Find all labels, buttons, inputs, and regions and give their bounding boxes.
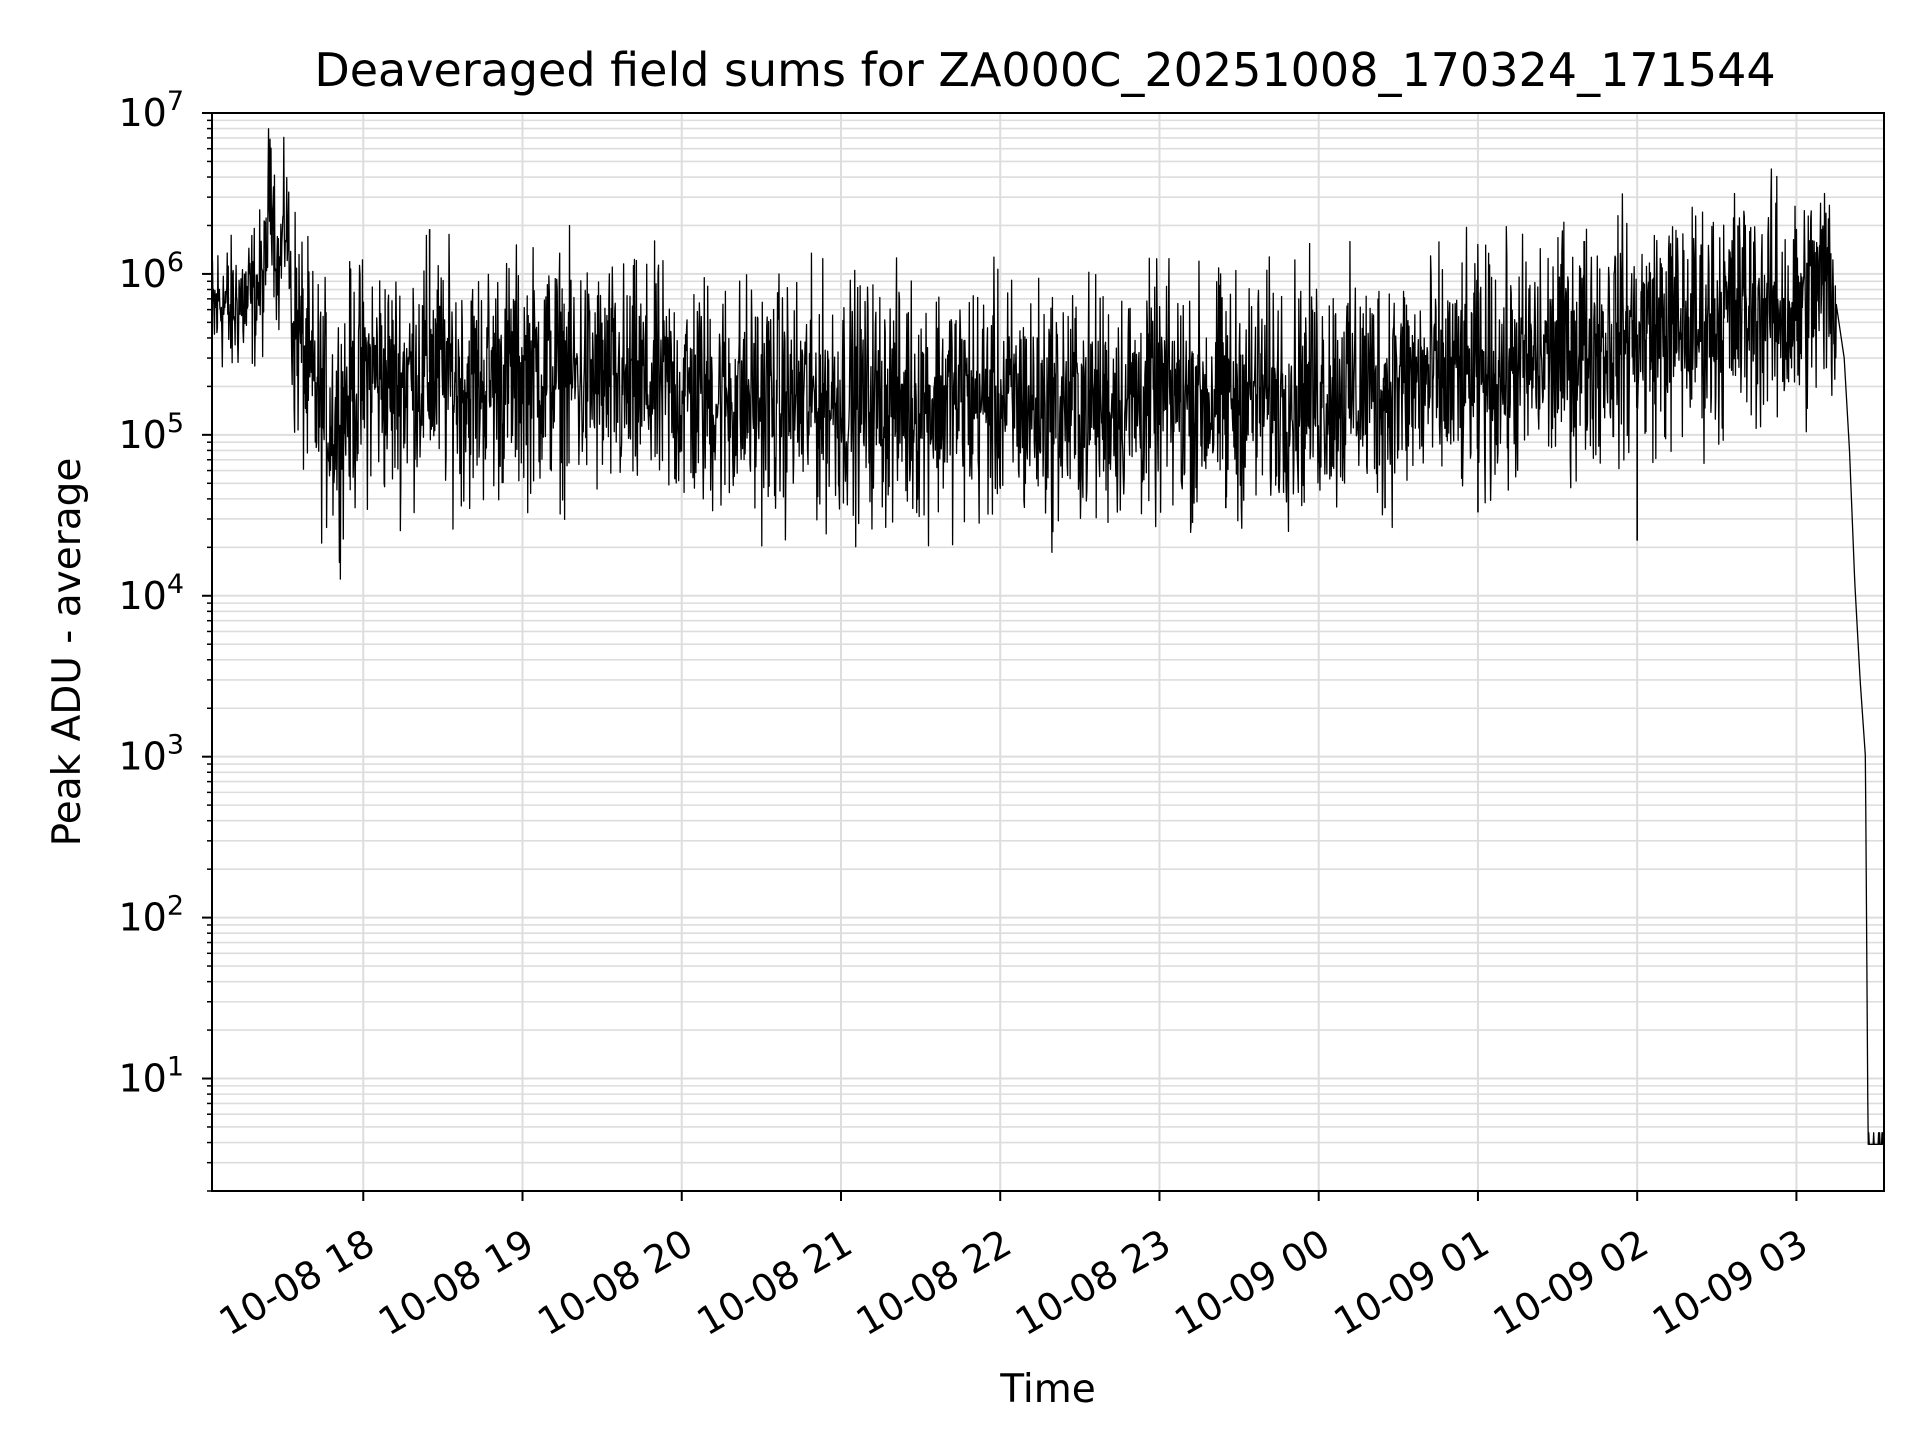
y-tick-label: 107 bbox=[118, 86, 184, 135]
grid-lines bbox=[212, 112, 1884, 1192]
y-tick-base: 10 bbox=[118, 1057, 166, 1101]
y-tick-label: 103 bbox=[118, 730, 184, 779]
y-tick-base: 10 bbox=[118, 252, 166, 296]
series-line bbox=[211, 128, 1885, 1145]
y-tick-base: 10 bbox=[118, 574, 166, 618]
chart-title: Deaveraged field sums for ZA000C_2025100… bbox=[314, 43, 1775, 97]
y-tick-base: 10 bbox=[118, 91, 166, 135]
y-tick-label: 104 bbox=[118, 569, 184, 618]
x-axis-label: Time bbox=[999, 1367, 1095, 1412]
y-tick-label: 105 bbox=[118, 408, 184, 457]
y-tick-base: 10 bbox=[118, 735, 166, 779]
y-tick-exponent: 3 bbox=[167, 730, 184, 761]
y-tick-label: 106 bbox=[118, 247, 184, 296]
y-tick-base: 10 bbox=[118, 413, 166, 457]
y-tick-base: 10 bbox=[118, 896, 166, 940]
y-tick-label: 101 bbox=[118, 1052, 184, 1101]
y-tick-exponent: 5 bbox=[167, 408, 184, 439]
y-tick-exponent: 2 bbox=[167, 891, 184, 922]
y-tick-exponent: 1 bbox=[167, 1052, 184, 1083]
y-tick-label: 102 bbox=[118, 891, 184, 940]
plot-frame bbox=[211, 112, 1885, 1192]
y-tick-exponent: 6 bbox=[167, 247, 184, 278]
y-tick-exponent: 4 bbox=[167, 569, 184, 600]
y-axis-label: Peak ADU - average bbox=[45, 458, 90, 847]
series-line-layer bbox=[211, 128, 1885, 1145]
y-tick-exponent: 7 bbox=[167, 86, 184, 117]
